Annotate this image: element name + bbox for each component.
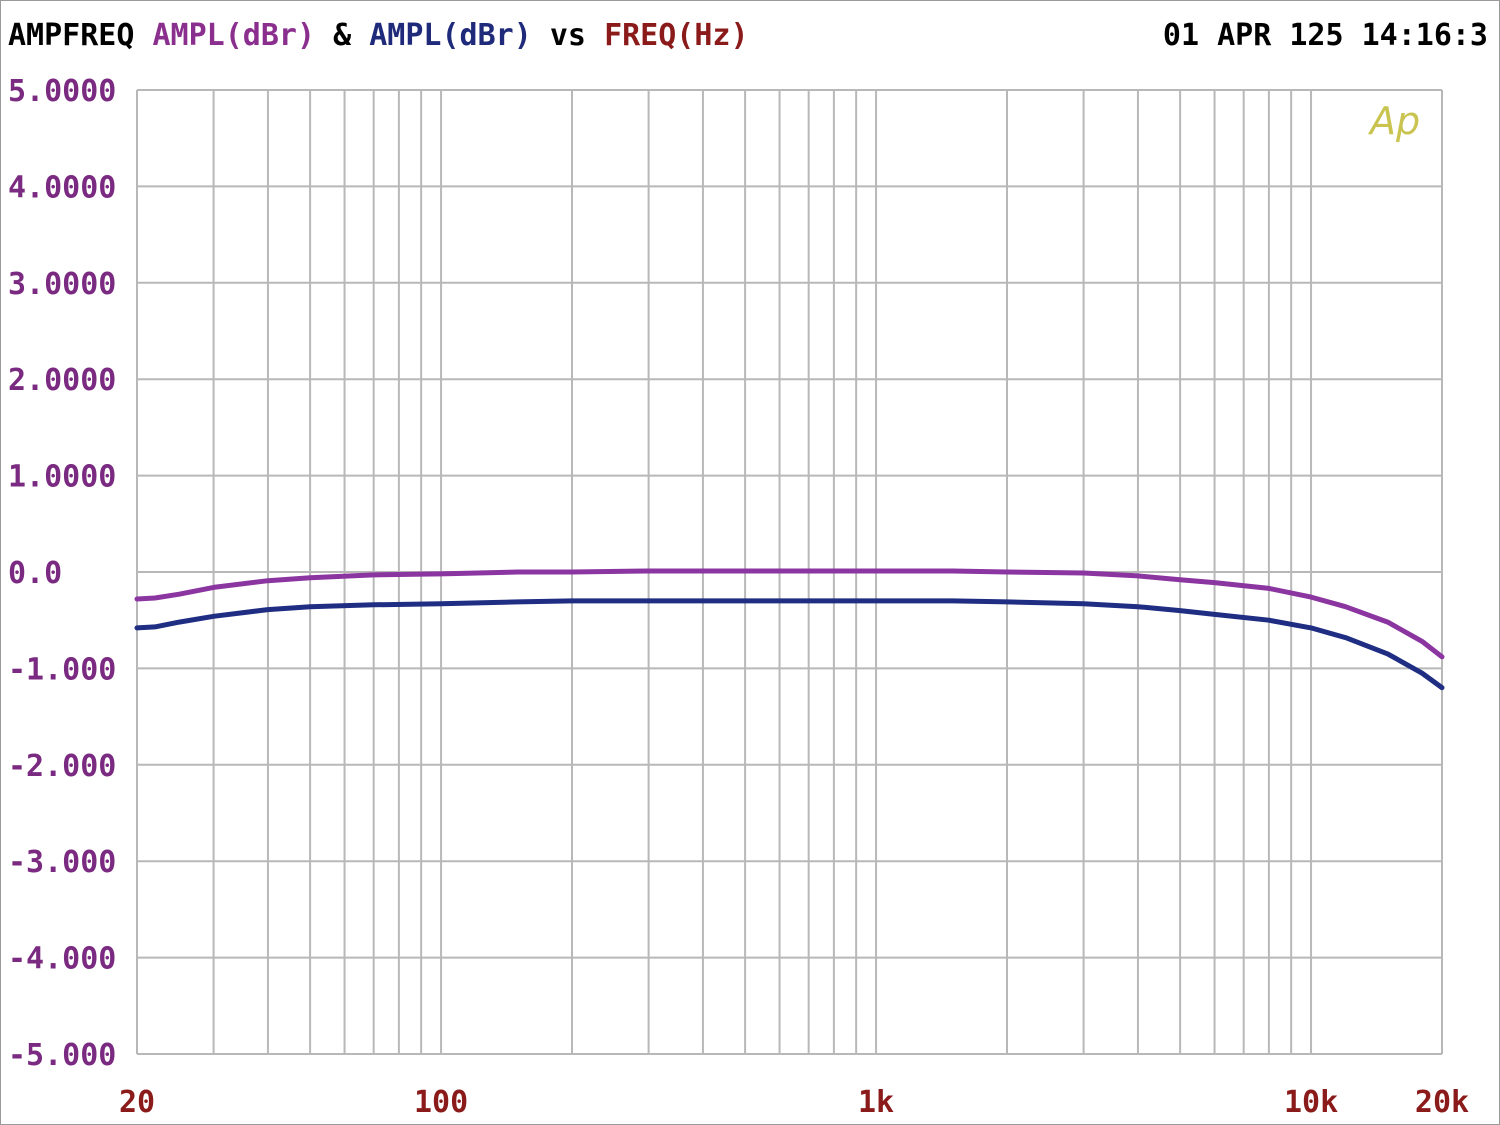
y-tick-label: -1.000 (8, 652, 116, 687)
y-tick-label: -4.000 (8, 942, 116, 977)
header-ylabel-2: AMPL(dBr) (369, 18, 532, 53)
grid-lines (136, 89, 1443, 1055)
ap-logo: Ap (1367, 99, 1420, 143)
y-tick-labels: 5.0000 4.0000 3.0000 2.0000 1.0000 0.0 -1.000 -… (8, 74, 116, 1073)
chart-header: AMPFREQ AMPL(dBr) & AMPL(dBr) vs FREQ(Hz… (8, 18, 1492, 58)
x-tick-label: 20 (119, 1085, 155, 1120)
y-tick-label: -5.000 (8, 1038, 116, 1073)
header-ampersand: & (333, 18, 352, 53)
x-tick-labels: 20 100 1k 10k 20k (119, 1085, 1469, 1120)
y-tick-label: -2.000 (8, 749, 116, 784)
header-ylabel-1: AMPL(dBr) (152, 18, 316, 53)
series-1-line (134, 568, 1445, 660)
y-tick-label: 1.0000 (8, 460, 116, 495)
header-xlabel: FREQ(Hz) (604, 18, 749, 53)
x-tick-label: 10k (1284, 1085, 1338, 1120)
x-tick-label: 20k (1415, 1085, 1469, 1120)
y-tick-label: 3.0000 (8, 267, 116, 302)
header-timestamp: 01 APR 125 14:16:3 (1162, 18, 1488, 53)
y-tick-label: 0.0 (8, 556, 62, 591)
series-2-line (134, 598, 1445, 691)
header-prefix: AMPFREQ (8, 18, 135, 53)
x-tick-label: 1k (858, 1085, 894, 1120)
x-tick-label: 100 (414, 1085, 468, 1120)
y-tick-label: 4.0000 (8, 170, 116, 205)
header-vs: vs (549, 18, 586, 53)
y-tick-label: 2.0000 (8, 363, 116, 398)
y-tick-label: 5.0000 (8, 74, 116, 109)
y-tick-label: -3.000 (8, 845, 116, 880)
series-layer (134, 568, 1445, 691)
